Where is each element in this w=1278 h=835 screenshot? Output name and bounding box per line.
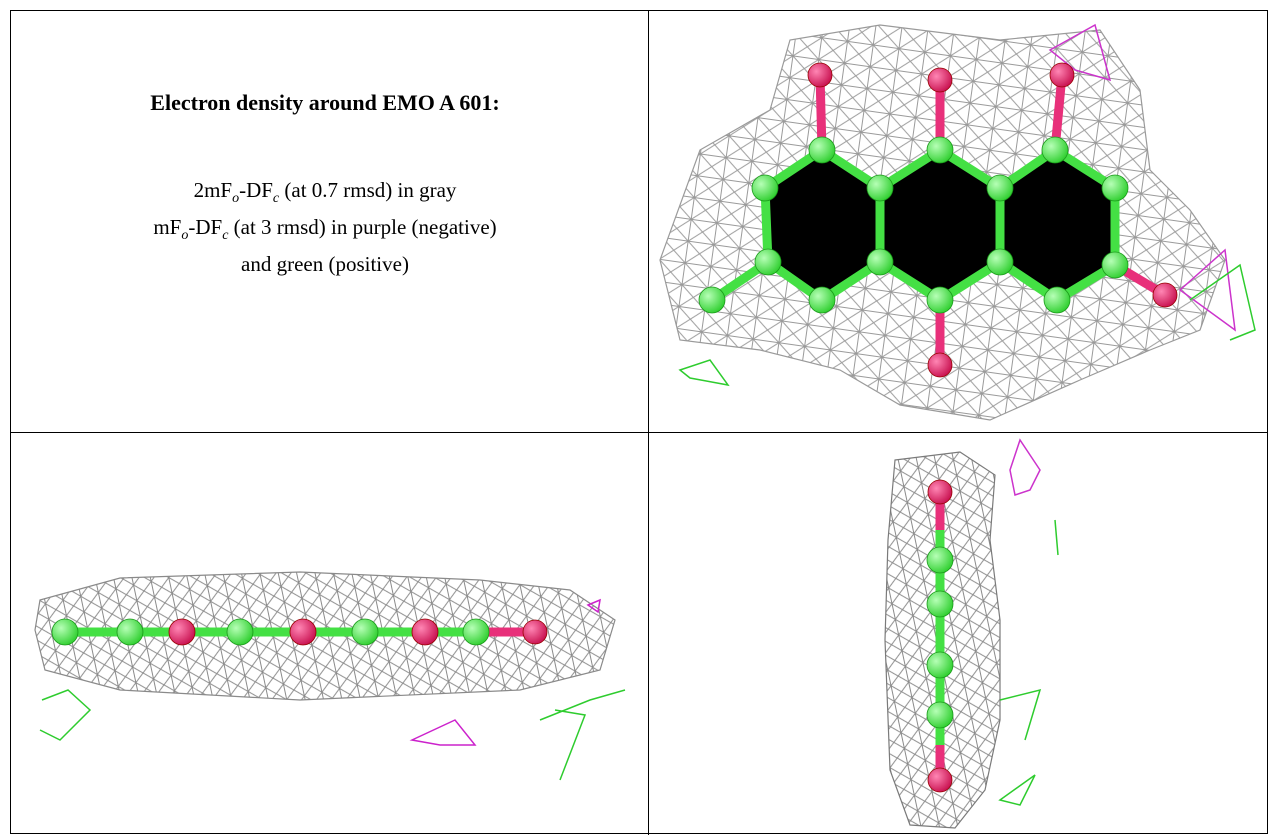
legend-text: -DF (188, 215, 223, 240)
legend-line: and green (positive) (20, 250, 630, 279)
subscript: o (181, 228, 189, 244)
legend-text: -DF (239, 178, 273, 202)
legend-line: 2mFo-DFc (at 0.7 rmsd) in gray (20, 176, 630, 213)
legend-text: (at 3 rmsd) in purple (negative) (228, 215, 497, 240)
density-view-side (34, 571, 626, 781)
title: Electron density around EMO A 601: (150, 90, 500, 115)
legend-text: and green (positive) (241, 252, 409, 277)
density-view-top (659, 23, 1256, 421)
legend-text: (at 0.7 rmsd) in gray (279, 178, 457, 202)
density-view-end (884, 438, 1059, 829)
caption: Electron density around EMO A 601: 2mFo-… (20, 60, 630, 279)
legend-text: 2mF (193, 178, 233, 202)
table-borders (10, 10, 1268, 835)
subscript: o (232, 191, 240, 207)
subscript: c (222, 228, 229, 244)
legend: 2mFo-DFc (at 0.7 rmsd) in gray mFo-DFc (a… (20, 176, 630, 279)
legend-line: mFo-DFc (at 3 rmsd) in purple (negative) (20, 213, 630, 250)
subscript: c (272, 191, 280, 207)
legend-text: mF (153, 215, 182, 240)
